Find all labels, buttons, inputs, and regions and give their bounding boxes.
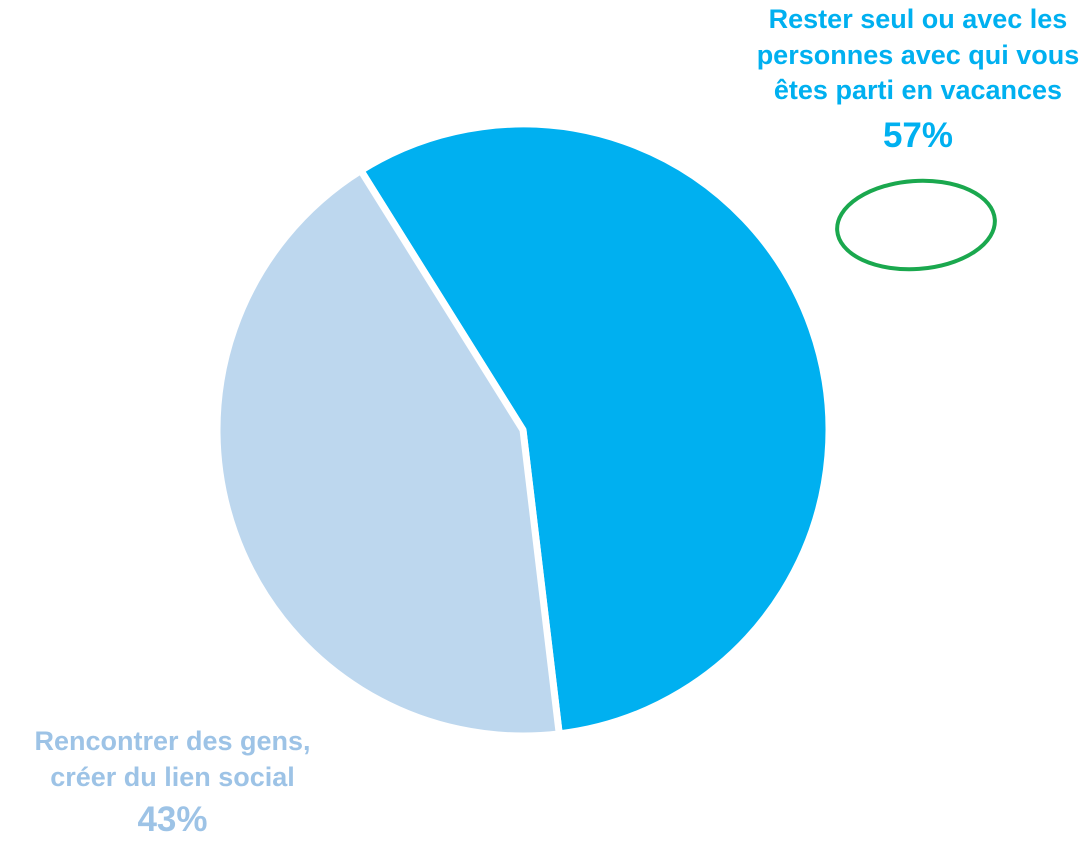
slice-label-rester-text: Rester seul ou avec les personnes avec q… bbox=[756, 4, 1080, 106]
slice-label-rencontrer: Rencontrer des gens, créer du lien socia… bbox=[0, 724, 345, 843]
slice-label-rencontrer-percent: 43% bbox=[137, 800, 208, 840]
slice-label-rencontrer-text: Rencontrer des gens, créer du lien socia… bbox=[34, 726, 311, 792]
pie-slice-rester bbox=[357, 120, 833, 738]
slice-label-rester-percent: 57% bbox=[882, 115, 954, 155]
pie-slice-rencontrer bbox=[213, 166, 563, 740]
slice-label-rester: Rester seul ou avec les personnes avec q… bbox=[748, 2, 1088, 159]
highlight-ellipse bbox=[835, 178, 997, 272]
